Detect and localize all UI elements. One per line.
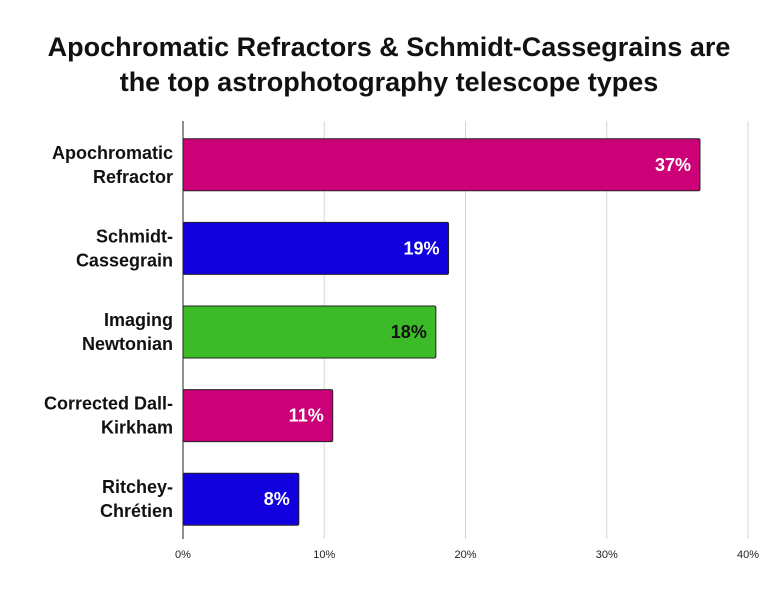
- category-label-line: Chrétien: [100, 501, 173, 521]
- chart-title: Apochromatic Refractors & Schmidt-Casseg…: [0, 30, 778, 100]
- chart-title-line-2: the top astrophotography telescope types: [119, 67, 659, 97]
- category-label: Corrected Dall- Kirkham: [44, 394, 173, 438]
- category-label-line: Schmidt-: [96, 226, 173, 246]
- data-label: 19%: [404, 238, 440, 258]
- category-label-line: Imaging: [104, 310, 173, 330]
- category-label-line: Apochromatic: [52, 143, 173, 163]
- bar-5: [182, 472, 300, 526]
- category-label: Ritchey- Chrétien: [100, 477, 173, 521]
- chart-title-line-1: Apochromatic Refractors & Schmidt-Casseg…: [47, 32, 731, 62]
- x-tick-label: 0%: [175, 549, 191, 561]
- category-label-line: Newtonian: [82, 334, 173, 354]
- category-label-line: Refractor: [93, 167, 173, 187]
- bar-2: [182, 221, 450, 275]
- category-label-line: Kirkham: [101, 418, 173, 438]
- category-label-line: Ritchey-: [102, 477, 173, 497]
- category-label: Schmidt- Cassegrain: [76, 226, 173, 270]
- bar-3: [182, 305, 437, 359]
- data-label: 18%: [391, 322, 427, 342]
- data-label: 37%: [655, 155, 691, 175]
- bar-4: [182, 389, 334, 443]
- x-tick-label: 20%: [454, 549, 476, 561]
- x-tick-label: 40%: [737, 549, 759, 561]
- x-tick-label: 10%: [313, 549, 335, 561]
- category-label-line: Cassegrain: [76, 250, 173, 270]
- category-label-line: Corrected Dall-: [44, 394, 173, 414]
- x-tick-label: 30%: [596, 549, 618, 561]
- category-label: Apochromatic Refractor: [52, 143, 173, 187]
- data-label: 8%: [264, 489, 290, 509]
- data-label: 11%: [289, 406, 324, 426]
- category-label: Imaging Newtonian: [82, 310, 173, 354]
- bar-1: [182, 138, 701, 192]
